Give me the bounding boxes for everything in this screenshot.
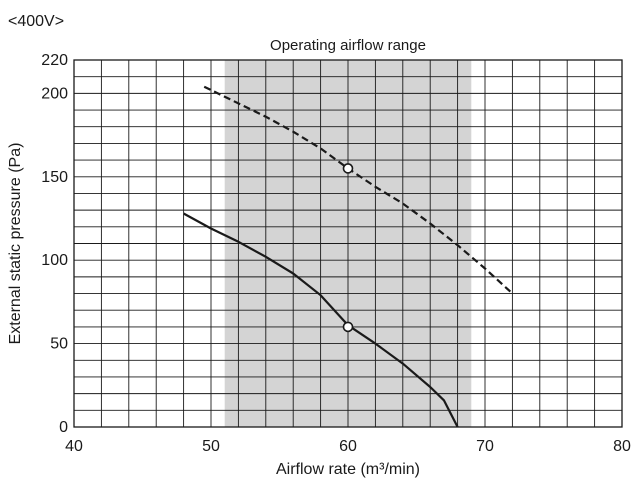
y-axis-label: External static pressure (Pa) xyxy=(7,143,24,345)
rated-point-marker xyxy=(342,163,354,174)
y-tick-label: 50 xyxy=(50,336,68,353)
plot-frame xyxy=(73,59,623,428)
x-axis-ticks: 40 50 60 70 80 xyxy=(65,438,631,455)
y-tick-label: 100 xyxy=(41,252,68,269)
y-tick-label: 150 xyxy=(41,169,68,186)
operating-range-label: Operating airflow range xyxy=(270,37,426,54)
grid xyxy=(74,60,622,427)
y-axis-ticks: 0 50 100 150 200 220 xyxy=(41,52,68,436)
x-tick-label: 80 xyxy=(613,438,631,455)
series-line-solid xyxy=(183,212,459,428)
y-tick-label: 0 xyxy=(59,419,68,436)
rated-point-marker xyxy=(342,321,354,333)
x-axis-label: Airflow rate (m³/min) xyxy=(276,461,420,478)
x-tick-label: 40 xyxy=(65,438,83,455)
x-tick-label: 70 xyxy=(476,438,494,455)
y-tick-label: 200 xyxy=(41,85,68,102)
y-tick-label: 220 xyxy=(41,52,68,69)
chart-subtitle: <400V> xyxy=(8,13,64,30)
x-tick-label: 50 xyxy=(202,438,220,455)
x-tick-label: 60 xyxy=(339,438,357,455)
series-line-dashed xyxy=(203,85,514,295)
series-layer xyxy=(183,85,514,428)
